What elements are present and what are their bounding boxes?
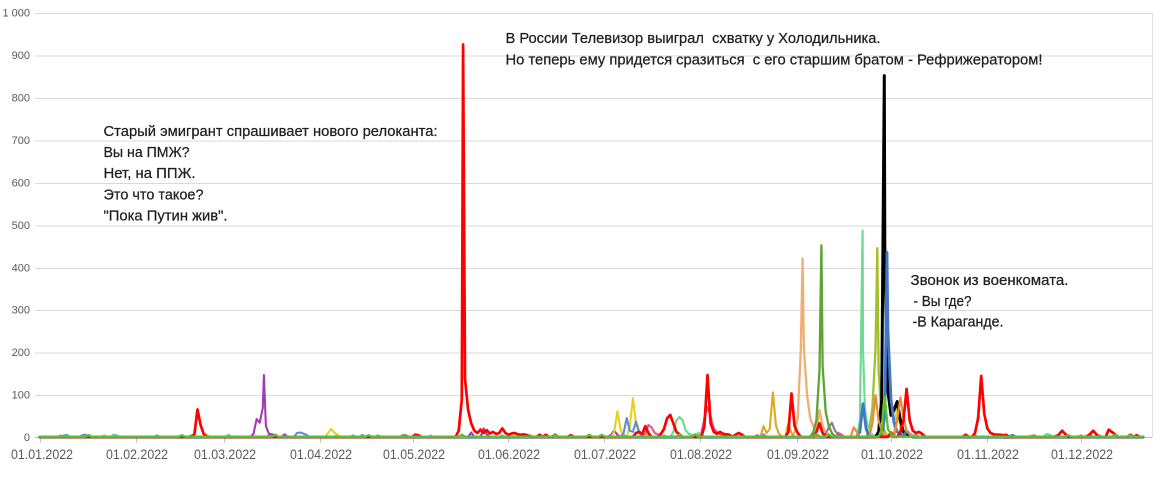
svg-text:01.08.2022: 01.08.2022 xyxy=(670,447,732,463)
svg-text:Нет, на ППЖ.: Нет, на ППЖ. xyxy=(104,165,196,182)
svg-text:01.02.2022: 01.02.2022 xyxy=(106,447,168,463)
svg-text:01.06.2022: 01.06.2022 xyxy=(478,447,540,463)
svg-text:"Пока Путин жив".: "Пока Путин жив". xyxy=(104,208,228,225)
svg-text:Старый эмигрант спрашивает нов: Старый эмигрант спрашивает нового релока… xyxy=(104,123,438,140)
svg-text:1 000: 1 000 xyxy=(2,8,30,20)
svg-text:01.12.2022: 01.12.2022 xyxy=(1051,447,1113,463)
svg-text:01.04.2022: 01.04.2022 xyxy=(290,447,352,463)
svg-text:700: 700 xyxy=(12,135,30,147)
svg-text:Звонок из военкомата.: Звонок из военкомата. xyxy=(911,272,1069,289)
svg-text:Вы на ПМЖ?: Вы на ПМЖ? xyxy=(104,144,190,161)
svg-text:01.01.2022: 01.01.2022 xyxy=(11,447,73,463)
svg-text:Это что такое?: Это что такое? xyxy=(104,187,204,204)
svg-text:01.10.2022: 01.10.2022 xyxy=(861,447,923,463)
svg-text:0: 0 xyxy=(24,432,30,444)
svg-text:300: 300 xyxy=(12,305,30,317)
svg-text:-В Караганде.: -В Караганде. xyxy=(913,314,1004,331)
svg-text:100: 100 xyxy=(12,390,30,402)
svg-text:01.11.2022: 01.11.2022 xyxy=(957,447,1019,463)
svg-text:600: 600 xyxy=(12,177,30,189)
svg-text:01.07.2022: 01.07.2022 xyxy=(574,447,636,463)
svg-text:400: 400 xyxy=(12,262,30,274)
svg-text:900: 900 xyxy=(12,50,30,62)
svg-text:200: 200 xyxy=(12,347,30,359)
svg-text:В России Телевизор выиграл сх: В России Телевизор выиграл схватку у Хол… xyxy=(506,30,881,47)
svg-text:800: 800 xyxy=(12,93,30,105)
svg-text:500: 500 xyxy=(12,220,30,232)
svg-text:01.05.2022: 01.05.2022 xyxy=(383,447,445,463)
svg-text:Но теперь ему придется сразить: Но теперь ему придется сразиться с его с… xyxy=(506,52,1043,69)
svg-text:01.03.2022: 01.03.2022 xyxy=(194,447,256,463)
svg-text:- Вы где?: - Вы где? xyxy=(914,293,972,310)
svg-text:01.09.2022: 01.09.2022 xyxy=(767,447,829,463)
